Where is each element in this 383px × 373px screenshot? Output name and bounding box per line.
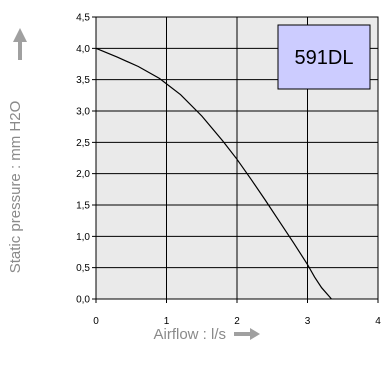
y-tick-label: 2,0 xyxy=(76,169,90,180)
y-tick-label: 2,5 xyxy=(76,138,90,149)
y-axis-title: Static pressure : mm H2O xyxy=(7,101,24,274)
x-tick-label: 1 xyxy=(164,316,170,327)
annotation-label: 591DL xyxy=(295,47,354,69)
y-tick-label: 0,0 xyxy=(76,295,90,306)
tick-labels: 0,0 0,5 1,0 1,5 2,0 2,5 3,0 3,5 4,0 4,5 0 1 2 3 4 xyxy=(76,13,381,328)
y-tick-label: 0,5 xyxy=(76,263,90,274)
x-axis-title: Airflow : l/s xyxy=(153,326,226,343)
series-line xyxy=(95,47,332,300)
y-tick-label: 3,0 xyxy=(76,107,90,118)
y-tick-label: 3,5 xyxy=(76,75,90,86)
x-tick-label: 2 xyxy=(234,316,240,327)
x-tick-label: 3 xyxy=(305,316,311,327)
x-tick-label: 0 xyxy=(93,316,99,327)
annotation-box xyxy=(277,24,371,90)
y-tick-label: 4,0 xyxy=(76,44,90,55)
y-axis-arrow-icon xyxy=(13,28,27,60)
model-annotation: 591DL xyxy=(277,24,371,90)
x-tick-label: 4 xyxy=(375,316,381,327)
y-tick-label: 4,5 xyxy=(76,13,90,24)
x-axis-arrow-icon xyxy=(234,328,260,340)
y-tick-label: 1,5 xyxy=(76,201,90,212)
y-tick-label: 1,0 xyxy=(76,232,90,243)
